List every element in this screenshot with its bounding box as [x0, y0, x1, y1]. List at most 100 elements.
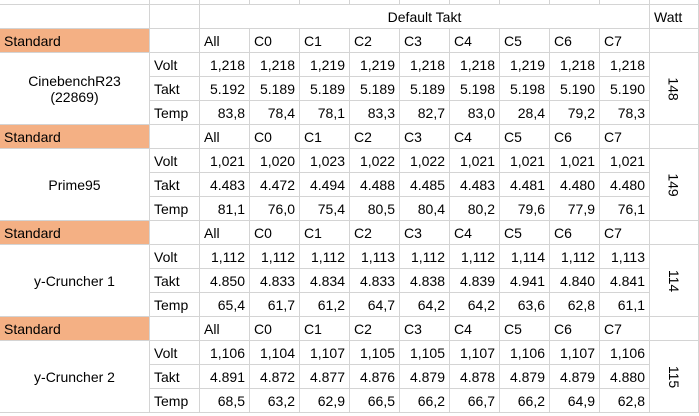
value-cell: 1,104 [250, 341, 300, 365]
block-label: Standard [0, 317, 150, 341]
column-header: All [200, 317, 250, 341]
value-cell: 78,3 [600, 101, 650, 125]
column-header: C0 [250, 221, 300, 245]
column-header: C1 [300, 317, 350, 341]
column-header: C3 [400, 221, 450, 245]
value-cell: 66,5 [350, 389, 400, 413]
empty-cell [550, 0, 600, 5]
value-cell: 5.189 [400, 77, 450, 101]
value-cell: 4.480 [550, 173, 600, 197]
empty-cell [0, 0, 150, 5]
value-cell: 1,112 [200, 245, 250, 269]
value-cell: 1,021 [600, 149, 650, 173]
value-cell: 5.190 [550, 77, 600, 101]
value-cell: 1,106 [200, 341, 250, 365]
value-cell: 4.480 [600, 173, 650, 197]
test-name: y-Cruncher 2 [0, 341, 150, 413]
value-cell: 1,218 [450, 53, 500, 77]
value-cell: 1,022 [350, 149, 400, 173]
test-name-line: y-Cruncher 2 [34, 368, 115, 385]
value-cell: 76,1 [600, 197, 650, 221]
column-header: C7 [600, 221, 650, 245]
column-header: C2 [350, 125, 400, 149]
test-name-line: (22869) [50, 88, 99, 105]
value-cell: 80,2 [450, 197, 500, 221]
value-cell: 1,114 [500, 245, 550, 269]
value-cell: 83,8 [200, 101, 250, 125]
value-cell: 1,021 [450, 149, 500, 173]
column-header: C4 [450, 29, 500, 53]
value-cell: 1,112 [400, 245, 450, 269]
value-cell: 64,9 [550, 389, 600, 413]
column-header: C3 [400, 125, 450, 149]
value-cell: 4.833 [250, 269, 300, 293]
value-cell: 4.841 [600, 269, 650, 293]
value-cell: 62,8 [550, 293, 600, 317]
value-cell: 4.879 [550, 365, 600, 389]
value-cell: 5.192 [200, 77, 250, 101]
value-cell: 83,0 [450, 101, 500, 125]
empty-cell [300, 0, 350, 5]
column-header: All [200, 29, 250, 53]
row-label: Volt [150, 341, 200, 365]
value-cell: 1,021 [550, 149, 600, 173]
value-cell: 79,2 [550, 101, 600, 125]
value-cell: 80,4 [400, 197, 450, 221]
column-header: C0 [250, 29, 300, 53]
value-cell: 4.872 [250, 365, 300, 389]
value-cell: 28,4 [500, 101, 550, 125]
value-cell: 63,6 [500, 293, 550, 317]
value-cell: 1,218 [600, 53, 650, 77]
value-cell: 83,3 [350, 101, 400, 125]
column-header: C2 [350, 221, 400, 245]
value-cell: 62,9 [300, 389, 350, 413]
column-header: C1 [300, 221, 350, 245]
value-cell: 5.198 [500, 77, 550, 101]
column-header: C1 [300, 125, 350, 149]
value-cell: 78,4 [250, 101, 300, 125]
value-cell: 1,218 [400, 53, 450, 77]
value-cell: 64,7 [350, 293, 400, 317]
value-cell: 1,219 [350, 53, 400, 77]
value-cell: 1,113 [600, 245, 650, 269]
column-header: C6 [550, 317, 600, 341]
row-label: Takt [150, 365, 200, 389]
value-cell: 4.878 [450, 365, 500, 389]
value-cell: 1,218 [550, 53, 600, 77]
value-cell: 64,2 [450, 293, 500, 317]
row-label: Volt [150, 149, 200, 173]
watt-cell: 149 [650, 149, 699, 221]
column-header: All [200, 125, 250, 149]
value-cell: 4.483 [200, 173, 250, 197]
empty-cell [150, 221, 200, 245]
column-header: C5 [500, 221, 550, 245]
column-header: C5 [500, 317, 550, 341]
value-cell: 78,1 [300, 101, 350, 125]
empty-cell [150, 29, 200, 53]
column-header: C1 [300, 29, 350, 53]
test-name: Prime95 [0, 149, 150, 221]
value-cell: 4.850 [200, 269, 250, 293]
empty-cell [150, 5, 200, 29]
value-cell: 4.839 [450, 269, 500, 293]
value-cell: 4.834 [300, 269, 350, 293]
table-title: Default Takt [200, 5, 650, 29]
watt-cell: 114 [650, 245, 699, 317]
column-header: C2 [350, 317, 400, 341]
column-header: C0 [250, 317, 300, 341]
value-cell: 1,218 [200, 53, 250, 77]
value-cell: 1,107 [550, 341, 600, 365]
value-cell: 1,219 [500, 53, 550, 77]
value-cell: 4.880 [600, 365, 650, 389]
value-cell: 68,5 [200, 389, 250, 413]
empty-cell [650, 317, 699, 341]
empty-cell [350, 0, 400, 5]
column-header: C5 [500, 125, 550, 149]
value-cell: 77,9 [550, 197, 600, 221]
value-cell: 4.877 [300, 365, 350, 389]
column-header: C6 [550, 125, 600, 149]
column-header: C4 [450, 221, 500, 245]
row-label: Volt [150, 245, 200, 269]
value-cell: 1,106 [500, 341, 550, 365]
value-cell: 5.189 [350, 77, 400, 101]
